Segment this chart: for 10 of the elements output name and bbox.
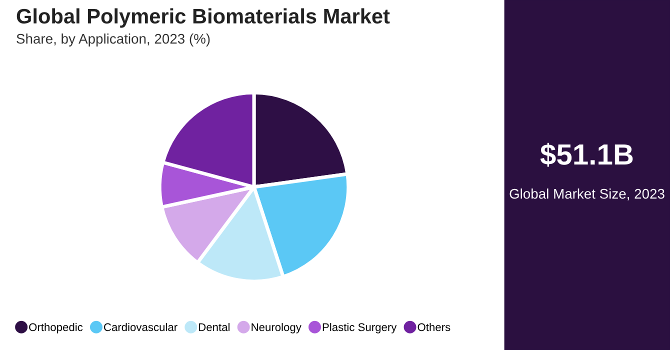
legend-label: Dental xyxy=(199,322,230,332)
text: Global Market Size, 2023 xyxy=(510,188,664,200)
legend-label: Plastic Surgery xyxy=(322,322,397,334)
legend-label: Orthopedic xyxy=(29,322,83,334)
text: $51.1B xyxy=(540,142,633,167)
chart-subtitle: Share, by Application, 2023 (%) xyxy=(16,34,210,46)
legend-label: Neurology xyxy=(252,322,302,334)
legend-label: Cardiovascular xyxy=(104,322,178,332)
legend-label: Others xyxy=(418,322,450,332)
chart-title: Global Polymeric Biomaterials Market xyxy=(16,8,390,28)
